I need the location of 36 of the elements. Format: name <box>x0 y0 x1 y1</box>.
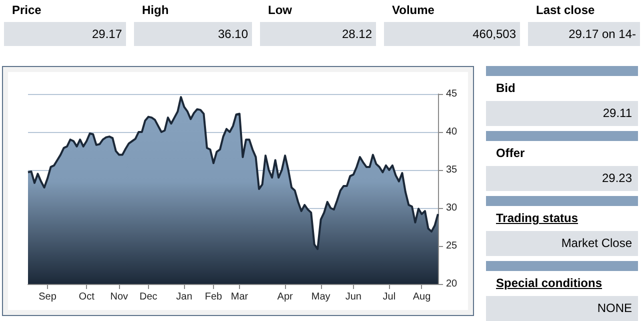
y-tick-label: 40 <box>446 126 458 138</box>
x-tick-label: Jan <box>176 292 192 302</box>
text: 29.23 <box>602 171 632 185</box>
x-tick-label: Nov <box>110 292 128 302</box>
category-label: Volume <box>391 2 436 19</box>
y-tick-label: 20 <box>446 278 458 290</box>
category-label: Special conditions <box>495 275 604 292</box>
text: 29.17 on 14- <box>568 27 636 41</box>
text: 29.11 <box>602 106 632 120</box>
category-label: Bid <box>495 80 516 97</box>
x-tick-label: Aug <box>412 292 431 302</box>
text: Market Close <box>561 236 632 250</box>
y-tick-label: 30 <box>446 202 458 214</box>
x-tick-label: Mar <box>230 292 249 302</box>
x-tick-label: Jul <box>382 292 396 302</box>
x-tick-label: Jun <box>345 292 362 302</box>
x-tick-label: Feb <box>204 292 223 302</box>
text: 36.10 <box>218 27 248 41</box>
text: 29.17 <box>92 27 122 41</box>
y-tick-label: 45 <box>446 88 458 100</box>
x-tick-label: May <box>311 292 330 302</box>
text: 28.12 <box>342 27 372 41</box>
x-tick-label: Oct <box>78 292 95 302</box>
category-label: Last close <box>535 2 596 19</box>
category-label: Trading status <box>495 210 580 227</box>
text: 460,503 <box>472 27 516 41</box>
category-label: Low <box>267 2 293 19</box>
category-label: Offer <box>495 145 526 162</box>
x-tick-label: Dec <box>140 292 158 302</box>
category-label: High <box>141 2 170 19</box>
x-tick-label: Sep <box>38 292 57 302</box>
text: NONE <box>597 301 632 315</box>
y-tick-label: 35 <box>446 164 458 176</box>
x-tick-label: Apr <box>277 292 294 302</box>
y-tick-label: 25 <box>446 240 458 252</box>
category-label: Price <box>11 2 42 19</box>
